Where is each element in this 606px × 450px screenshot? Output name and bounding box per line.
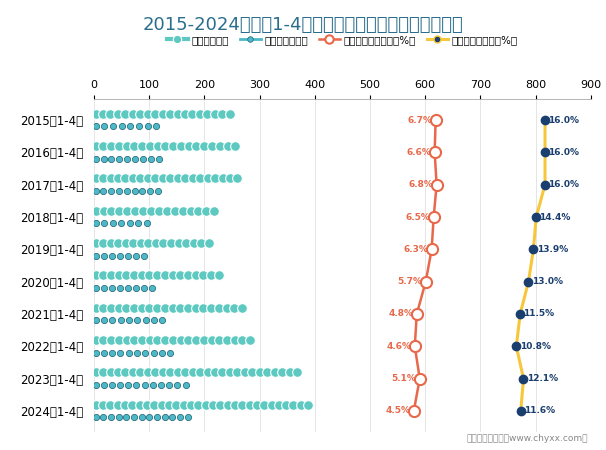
Text: 11.5%: 11.5%	[524, 310, 554, 319]
Text: 6.8%: 6.8%	[408, 180, 433, 189]
Text: 13.9%: 13.9%	[537, 245, 568, 254]
Text: 5.7%: 5.7%	[398, 277, 422, 286]
Text: 6.7%: 6.7%	[407, 116, 432, 125]
Legend: 存货（亿元）, 产成品（亿元）, 存货占流动资产比（%）, 存货占总资产比（%）: 存货（亿元）, 产成品（亿元）, 存货占流动资产比（%）, 存货占总资产比（%）	[163, 31, 522, 50]
Text: 14.4%: 14.4%	[539, 212, 571, 221]
Text: 6.6%: 6.6%	[407, 148, 431, 157]
Text: 11.6%: 11.6%	[524, 406, 555, 415]
Text: 16.0%: 16.0%	[548, 116, 579, 125]
Text: 13.0%: 13.0%	[532, 277, 563, 286]
Text: 16.0%: 16.0%	[548, 180, 579, 189]
Text: 4.6%: 4.6%	[387, 342, 411, 351]
Text: 12.1%: 12.1%	[527, 374, 558, 383]
Text: 6.3%: 6.3%	[404, 245, 428, 254]
Text: 5.1%: 5.1%	[391, 374, 416, 383]
Text: 16.0%: 16.0%	[548, 148, 579, 157]
Text: 制图：智研咨询（www.chyxx.com）: 制图：智研咨询（www.chyxx.com）	[467, 434, 588, 443]
Text: 6.5%: 6.5%	[405, 212, 430, 221]
Text: 4.8%: 4.8%	[388, 310, 413, 319]
Text: 2015-2024年各年1-4月非金属矿采选业企业存货统计图: 2015-2024年各年1-4月非金属矿采选业企业存货统计图	[142, 16, 464, 34]
Text: 4.5%: 4.5%	[385, 406, 410, 415]
Text: 10.8%: 10.8%	[519, 342, 551, 351]
